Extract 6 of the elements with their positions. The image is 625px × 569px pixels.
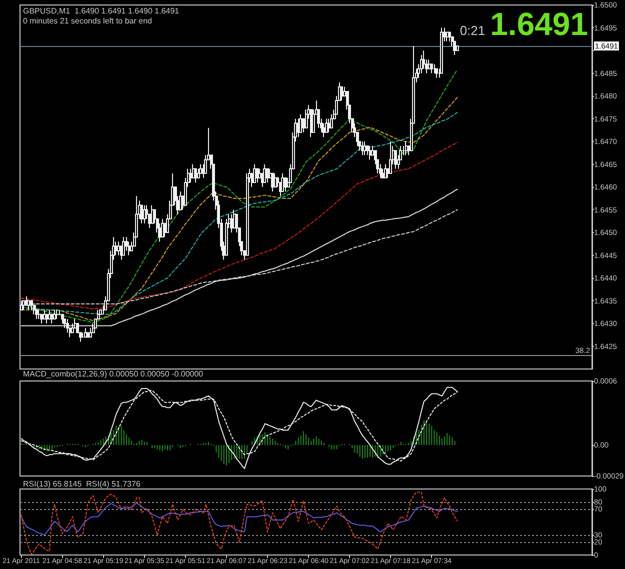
- chart-title: MACD_combo(12,26,9) 0.00050 0.00050 -0.00000: [23, 370, 204, 378]
- annotation: 1.6491: [490, 6, 588, 42]
- annotation: 0:21: [460, 23, 486, 38]
- text: 0 minutes 21 seconds left to bar end: [23, 16, 152, 26]
- chart-title: GBPUSD,M1 1.6490 1.6491 1.6490 1.6491: [23, 6, 180, 16]
- chart-title: RSI(13) 65.8145 RSI(4) 51.7376: [23, 480, 141, 488]
